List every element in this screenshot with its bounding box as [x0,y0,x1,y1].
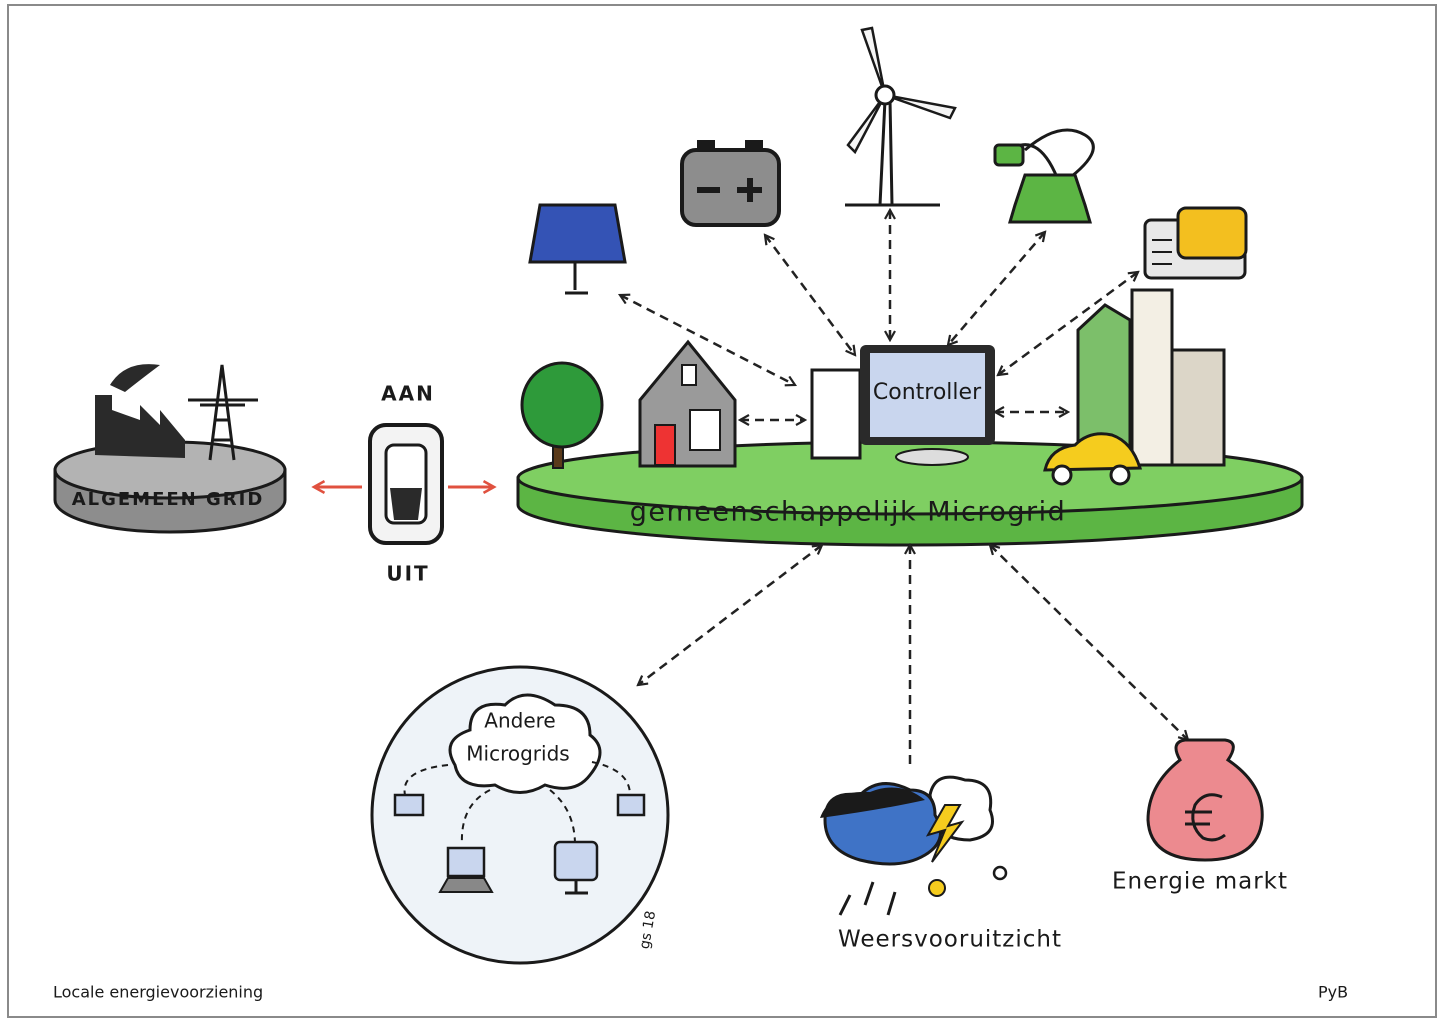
generator [1145,208,1246,278]
caption: Locale energievoorziening [53,983,263,1002]
label: ALGEMEEN GRID [72,489,265,510]
label: AAN [381,382,435,406]
label: Microgrids [466,742,569,766]
label: Weersvooruitzicht [838,927,1062,953]
label: UIT [386,562,429,586]
label: gemeenschappelijk Microgrid [630,497,1067,528]
battery [682,140,779,225]
label: Andere [484,709,555,733]
other-microgrids: Andere Microgrids gs 18 [372,667,668,963]
label: Controller [873,380,982,405]
credit: PyB [1318,983,1348,1002]
label: Energie markt [1112,869,1288,895]
illustration: ALGEMEEN GRID AAN UIT gemeenschappelijk … [0,0,1441,1020]
